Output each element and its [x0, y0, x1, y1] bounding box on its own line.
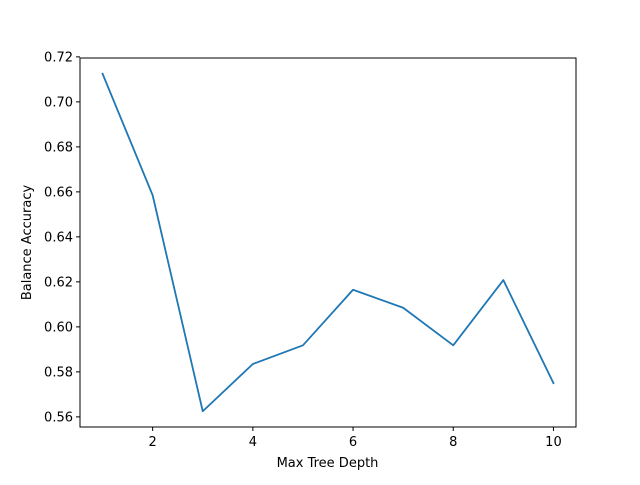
y-axis-label: Balance Accuracy	[20, 185, 35, 301]
x-tick-label: 4	[249, 435, 257, 450]
x-tick-label: 8	[449, 435, 457, 450]
axis-ticks: 2 4 6 8 10 0.56 0.58 0.60 0.62 0.64 0.66 0.68 0.70 0.…	[44, 50, 562, 450]
y-tick-label: 0.66	[44, 185, 73, 200]
x-tick-label: 6	[349, 435, 357, 450]
axes-frame	[79, 57, 577, 428]
plot-area	[79, 57, 577, 428]
y-tick-label: 0.68	[44, 140, 73, 155]
y-tick-label: 0.64	[44, 230, 73, 245]
y-tick-label: 0.62	[44, 275, 73, 290]
x-tick-label: 2	[149, 435, 157, 450]
x-axis-label: Max Tree Depth	[277, 456, 379, 471]
y-tick-label: 0.72	[44, 50, 73, 65]
y-tick-label: 0.60	[44, 320, 73, 335]
y-tick-label: 0.56	[44, 410, 73, 425]
y-tick-label: 0.58	[44, 365, 73, 380]
series-line-1	[101, 72, 555, 413]
y-tick-label: 0.70	[44, 95, 73, 110]
x-tick-label: 10	[545, 435, 562, 450]
